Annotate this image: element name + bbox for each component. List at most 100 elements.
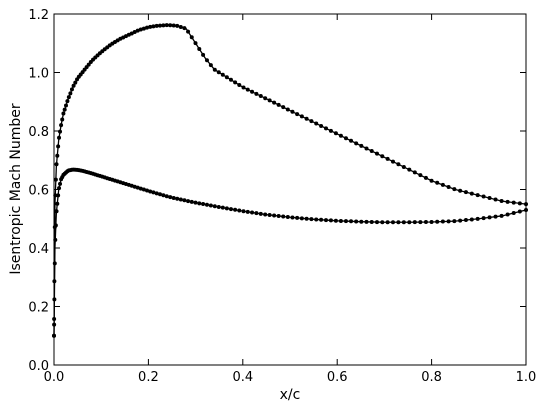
data-point [309,217,314,222]
data-point [175,196,180,201]
data-point [281,214,286,219]
data-point [197,46,202,51]
data-point [135,185,140,190]
data-point [148,24,153,29]
x-tick-label: 0.0 [44,370,65,385]
data-point [237,82,242,87]
data-point [186,199,191,204]
data-point [154,191,159,196]
data-point [290,109,295,114]
data-point [145,188,149,193]
data-point [201,52,206,57]
data-point [295,112,300,117]
data-point [228,77,233,82]
data-point [333,218,338,223]
data-point [354,141,359,146]
data-point [272,100,277,105]
data-point [193,41,198,46]
data-point [469,191,474,196]
data-point [354,219,359,224]
data-point [151,24,156,29]
data-point [385,220,390,225]
data-point [208,63,213,68]
data-point [138,27,143,32]
data-point [135,28,140,33]
data-point [285,215,290,220]
x-tick-label: 0.4 [232,370,253,385]
x-tick-label: 0.2 [138,370,159,385]
data-point [64,103,69,108]
data-point [333,131,338,136]
data-point [189,199,194,204]
data-point [299,114,304,119]
data-point [224,206,229,211]
data-point [475,193,480,198]
data-point [168,195,173,200]
data-point [418,173,423,178]
data-point [171,23,176,28]
data-point [481,216,486,221]
data-point [151,190,156,195]
x-axis-label: x/c [280,387,301,403]
data-point [304,216,309,221]
data-point [401,220,406,225]
data-point [161,193,166,198]
data-point [338,133,343,138]
data-point [254,91,259,96]
data-point [412,170,417,175]
data-point [401,164,406,169]
data-point [233,207,238,212]
data-point [412,220,417,225]
data-point [493,197,498,202]
data-point [349,219,354,224]
data-point [267,98,272,103]
data-point [267,213,272,218]
y-axis-label: Isentropic Mach Number [8,103,24,274]
data-point [61,111,66,116]
data-point [212,67,217,72]
data-point [369,219,374,224]
data-point [304,116,309,121]
data-point [319,123,324,128]
data-point [429,178,434,183]
data-point [314,121,319,126]
y-tick-label: 0.6 [28,184,49,199]
data-point [380,154,385,159]
data-point [285,107,290,112]
data-point [299,216,304,221]
data-point [193,200,198,205]
data-point [505,212,510,217]
y-tick-label: 0.2 [28,301,49,316]
data-point [380,220,385,225]
data-point [349,138,354,143]
data-point [407,220,412,225]
data-point [145,25,149,30]
data-point [208,203,213,208]
data-point [54,209,59,214]
series-layer [52,23,528,338]
data-point [390,220,395,225]
data-point [487,196,492,201]
data-point [197,201,202,206]
data-point [364,146,369,151]
data-point [73,80,78,85]
data-point [182,26,187,31]
data-point [204,202,209,207]
data-point [493,214,498,219]
y-tick-label: 0.4 [28,242,49,257]
data-point [164,194,169,199]
data-point [254,211,259,216]
data-point [452,219,457,224]
data-point [186,29,191,34]
data-point [343,219,348,224]
data-point [164,23,169,28]
data-point [138,186,143,191]
data-point [59,123,64,128]
data-point [60,117,65,122]
data-point [369,149,374,154]
data-point [309,119,314,124]
data-point [245,209,250,214]
data-point [463,218,468,223]
series-markers-1 [52,23,528,338]
